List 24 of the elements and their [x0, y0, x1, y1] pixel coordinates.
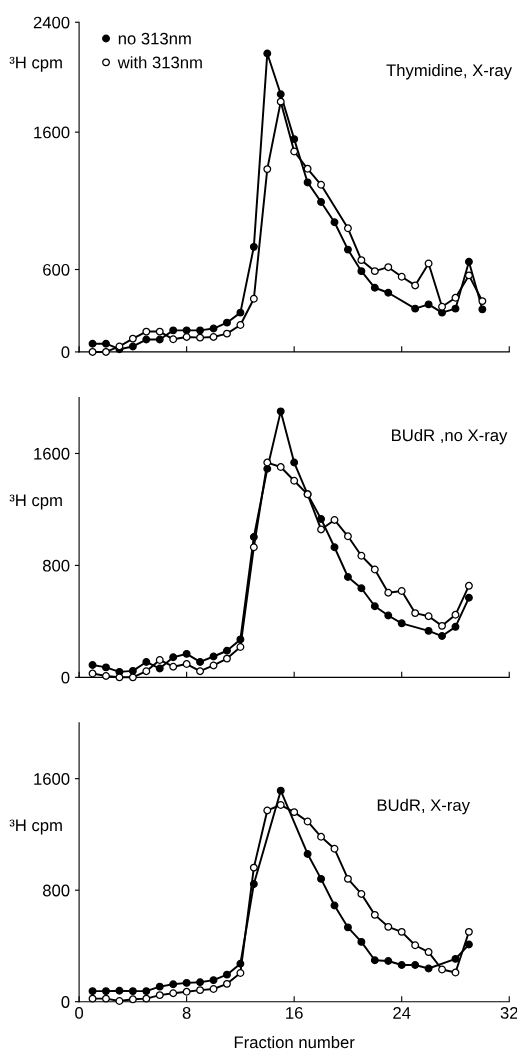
y-tick-label: 600: [43, 263, 70, 276]
x-tick-label: 8: [182, 1007, 191, 1019]
legend-label: with 313nm: [117, 56, 202, 69]
x-tick-label: 32: [500, 1007, 517, 1019]
y-tick-label: 0: [61, 996, 70, 1008]
y-tick-label: 1600: [34, 773, 70, 785]
y-tick-label: 800: [42, 559, 70, 572]
y-tick-label: 1600: [34, 126, 70, 139]
y-axis-title: ³H cpm: [9, 819, 62, 835]
legend-label: no 313nm: [118, 32, 191, 45]
x-tick-label: 24: [393, 1007, 411, 1019]
y-axis-title: ³H cpm: [9, 494, 62, 510]
y-tick-label: 0: [61, 346, 70, 359]
text: Thymidine, X-ray: [386, 63, 512, 80]
x-tick-label: 16: [286, 1007, 303, 1019]
y-tick-label: 0: [61, 671, 70, 684]
y-tick-label: 1600: [34, 447, 70, 460]
x-axis-title: Fraction number: [234, 1035, 355, 1049]
text: BUdR, X-ray: [377, 798, 470, 815]
y-axis-title: ³H cpm: [9, 56, 62, 72]
y-tick-label: 800: [42, 884, 70, 897]
text: BUdR ,no X-ray: [392, 428, 508, 445]
y-tick-label: 2400: [33, 16, 70, 29]
x-tick-label: 0: [75, 1007, 84, 1019]
